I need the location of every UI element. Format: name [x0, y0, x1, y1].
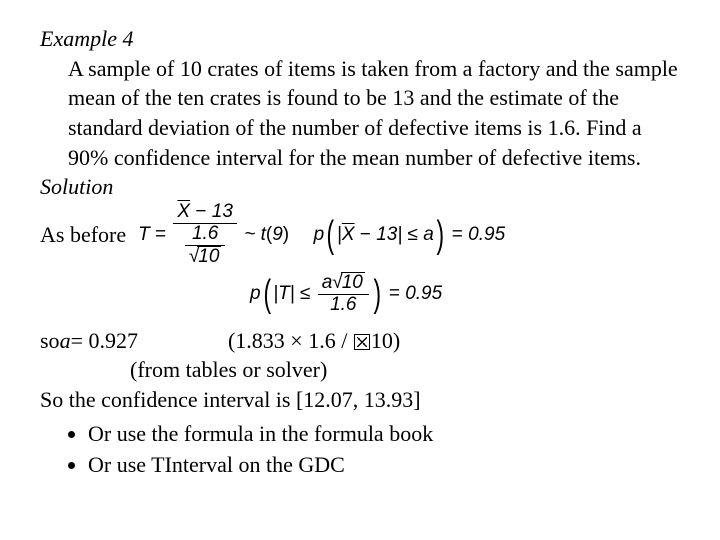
- bullet-formula-book: Or use the formula in the formula book: [88, 419, 680, 449]
- equation-line-1: As before T = X − 13 1.6 √10 ~ t(9) p(|X…: [40, 202, 680, 268]
- example-heading: Example 4: [40, 24, 680, 54]
- equation-line-2: p(|T| ≤ a√10 1.6 ) = 0.95: [250, 272, 680, 316]
- solution-label: Solution: [40, 172, 680, 202]
- root-box-icon: [354, 334, 370, 350]
- as-before-text: As before: [40, 220, 126, 250]
- bullet-list: Or use the formula in the formula book O…: [40, 419, 680, 480]
- bullet-tinterval-gdc: Or use TInterval on the GDC: [88, 450, 680, 480]
- from-tables-note: (from tables or solver): [130, 355, 680, 385]
- problem-statement: A sample of 10 crates of items is taken …: [68, 54, 680, 173]
- confidence-interval-result: So the confidence interval is [12.07, 13…: [40, 385, 680, 415]
- eq1-math: T = X − 13 1.6 √10 ~ t(9) p(|X − 13| ≤ a…: [138, 202, 505, 268]
- eq2-math: p(|T| ≤ a√10 1.6 ) = 0.95: [250, 272, 442, 316]
- paren-calc: (1.833 × 1.6 / 10): [228, 326, 400, 356]
- so-a-line: so a = 0.927 (1.833 × 1.6 / 10): [40, 326, 680, 356]
